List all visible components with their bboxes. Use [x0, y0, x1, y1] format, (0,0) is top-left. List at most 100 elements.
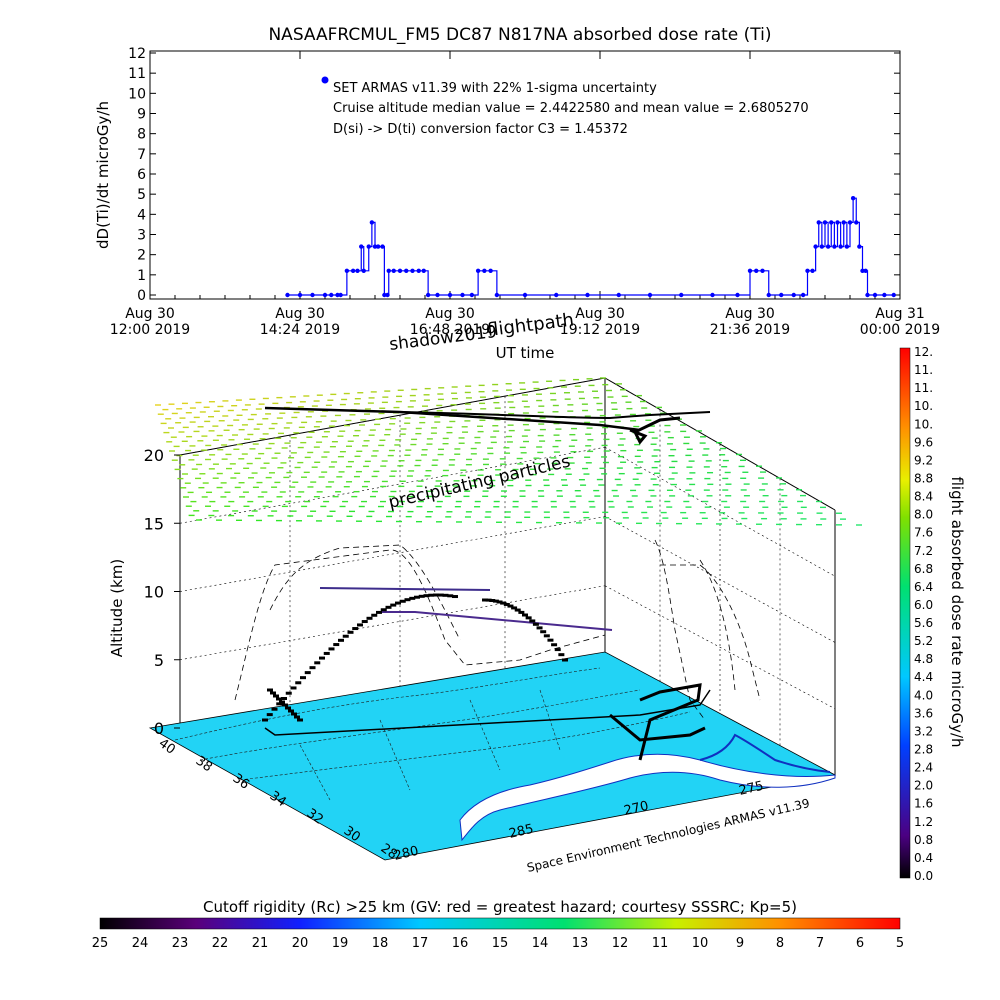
dose-tick-label: 4.8 [914, 652, 933, 666]
x-tick-time: 14:24 2019 [260, 322, 340, 338]
data-point [335, 292, 340, 298]
data-point [285, 292, 290, 298]
data-point [822, 220, 828, 225]
data-point [310, 292, 315, 298]
x-tick-day: Aug 30 [275, 306, 325, 322]
y-axis-label: dD(Ti)/dt microGy/h [94, 101, 112, 249]
rigidity-tick-label: 10 [692, 936, 709, 951]
dose-tick-label: 1.6 [914, 797, 933, 811]
data-point [475, 268, 481, 273]
x-tick-day: Aug 30 [125, 306, 175, 322]
legend-marker [321, 76, 329, 84]
annotation-2: Cruise altitude median value = 2.4422580… [333, 101, 809, 116]
data-point [355, 268, 360, 273]
dose-tick-label: 11. [914, 381, 933, 395]
rigidity-tick-label: 6 [856, 936, 864, 951]
data-point [816, 220, 821, 225]
shadow-trace [234, 549, 606, 701]
precipitating-particles [155, 377, 862, 526]
y-tick-label: 12 [128, 46, 146, 62]
rigidity-tick-label: 11 [652, 936, 669, 951]
shadow-trace [660, 564, 761, 701]
dose-tick-label: 2.0 [914, 779, 933, 793]
data-point [482, 268, 487, 273]
longitude-tick-label: 275 [738, 779, 766, 799]
data-point [860, 268, 865, 273]
shadow-trace [654, 539, 706, 721]
chart-title: NASAAFRCMUL_FM5 DC87 N817NA absorbed dos… [268, 25, 771, 45]
data-point [679, 292, 684, 298]
longitude-ticks: 280 285 270 275 [393, 779, 766, 864]
altitude-axis-label: Altitude (km) [108, 559, 126, 657]
longitude-tick-label: 285 [508, 822, 536, 842]
dose-tick-label: 9.6 [914, 435, 933, 449]
dose-tick-label: 10. [914, 399, 933, 413]
map-border-line [199, 689, 641, 761]
y-tick-label: 3 [137, 228, 146, 244]
data-point [835, 220, 840, 225]
altitude-tick-label: 0 [154, 719, 164, 738]
flightpath-line [399, 411, 711, 420]
rigidity-tick-label: 24 [132, 936, 149, 951]
grid-line [604, 446, 836, 577]
data-point [386, 268, 391, 273]
data-point [554, 292, 559, 298]
rigidity-tick-label: 16 [452, 936, 469, 951]
data-point [791, 292, 796, 298]
data-point [760, 268, 765, 273]
data-point [850, 196, 856, 201]
data-point [460, 292, 465, 298]
data-point [375, 244, 381, 249]
data-point [425, 292, 431, 298]
dose-tick-label: 11. [914, 363, 933, 377]
dose-tick-label: 10. [914, 417, 933, 431]
rigidity-tick-label: 25 [92, 936, 109, 951]
data-point [891, 292, 896, 298]
dose-tick-label: 4.4 [914, 670, 933, 684]
shadow-trace [269, 544, 461, 641]
x-axis-label: UT time [496, 344, 555, 362]
rigidity-colorbar: Cutoff rigidity (Rc) >25 km (GV: red = g… [92, 898, 904, 951]
y-tick-label: 1 [137, 268, 146, 284]
data-point [522, 292, 528, 298]
rigidity-tick-label: 23 [172, 936, 189, 951]
ground-track [609, 713, 706, 742]
data-point [844, 244, 850, 249]
map-border-line [299, 689, 561, 801]
grid-line [179, 446, 606, 524]
data-point [447, 292, 453, 298]
dose-tick-label: 7.2 [914, 544, 933, 558]
data-point [710, 292, 715, 298]
map-border-line [239, 711, 691, 781]
data-point [805, 268, 810, 273]
dose-colorbar-label: flight absorbed dose rate microGy/h [948, 476, 966, 747]
data-point [297, 292, 303, 298]
dose-tick-label: 2.8 [914, 743, 933, 757]
y-tick-label: 5 [137, 187, 146, 203]
data-point [421, 268, 426, 273]
data-point [322, 292, 328, 298]
gulf-of-mexico [459, 753, 836, 842]
x-tick-time: 12:00 2019 [110, 322, 190, 338]
rigidity-tick-label: 8 [776, 936, 784, 951]
3d-flight-scene: shadow2019 flightpath precipitating part… [108, 309, 862, 875]
dose-tick-label: 0.8 [914, 833, 933, 847]
dose-tick-label: 12. [914, 345, 933, 359]
data-point [810, 268, 815, 273]
x-tick-day: Aug 30 [575, 306, 625, 322]
data-point [359, 244, 364, 249]
data-point [832, 244, 837, 249]
altitude-ticks: 0 5 10 15 20 [144, 446, 180, 738]
dose-tick-label: 3.2 [914, 724, 933, 738]
series-line [287, 197, 894, 296]
rigidity-tick-label: 7 [816, 936, 824, 951]
grid-line [179, 585, 606, 661]
data-point [813, 244, 818, 249]
data-point [585, 292, 590, 298]
rigidity-tick-label: 20 [292, 936, 309, 951]
data-point [865, 292, 870, 298]
longitude-tick-label: 270 [623, 799, 651, 819]
data-point [380, 244, 385, 249]
data-point [488, 268, 493, 273]
